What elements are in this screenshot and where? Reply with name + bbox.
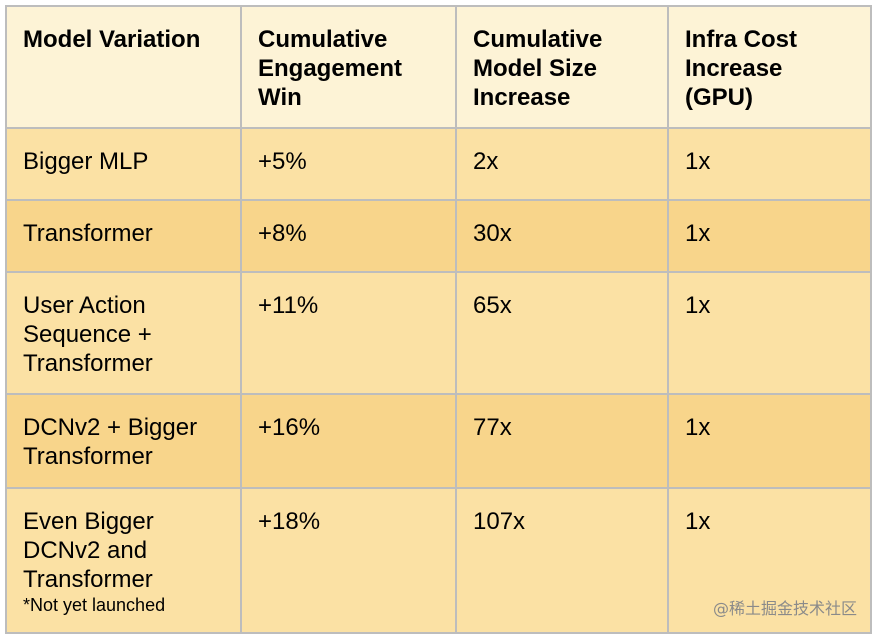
table-row: User Action Sequence + Transformer +11% … [5, 271, 872, 395]
header-row: Model Variation Cumulative Engagement Wi… [5, 5, 872, 129]
model-cell: DCNv2 + Bigger Transformer [5, 393, 242, 489]
model-cell: Even Bigger DCNv2 and Transformer *Not y… [5, 487, 242, 634]
not-launched-note: *Not yet launched [23, 595, 166, 615]
model-cell: Bigger MLP [5, 127, 242, 201]
size-cell: 107x [455, 487, 669, 634]
size-cell: 30x [455, 199, 669, 273]
model-cell: User Action Sequence + Transformer [5, 271, 242, 395]
table-row: DCNv2 + Bigger Transformer +16% 77x 1x [5, 393, 872, 489]
size-cell: 77x [455, 393, 669, 489]
cost-cell: 1x [667, 393, 872, 489]
table-row: Even Bigger DCNv2 and Transformer *Not y… [5, 487, 872, 634]
comparison-table: Model Variation Cumulative Engagement Wi… [5, 5, 872, 634]
header-infra-cost: Infra Cost Increase (GPU) [667, 5, 872, 129]
header-engagement-win: Cumulative Engagement Win [240, 5, 457, 129]
cost-cell: 1x [667, 199, 872, 273]
size-cell: 65x [455, 271, 669, 395]
engagement-cell: +16% [240, 393, 457, 489]
cost-cell: 1x [667, 487, 872, 634]
engagement-cell: +11% [240, 271, 457, 395]
header-model-size: Cumulative Model Size Increase [455, 5, 669, 129]
engagement-cell: +8% [240, 199, 457, 273]
engagement-cell: +5% [240, 127, 457, 201]
table-row: Bigger MLP +5% 2x 1x [5, 127, 872, 201]
header-model-variation: Model Variation [5, 5, 242, 129]
watermark: @稀土掘金技术社区 [712, 599, 857, 618]
cost-cell: 1x [667, 127, 872, 201]
table-row: Transformer +8% 30x 1x [5, 199, 872, 273]
cost-cell: 1x [667, 271, 872, 395]
engagement-cell: +18% [240, 487, 457, 634]
size-cell: 2x [455, 127, 669, 201]
model-cell: Transformer [5, 199, 242, 273]
